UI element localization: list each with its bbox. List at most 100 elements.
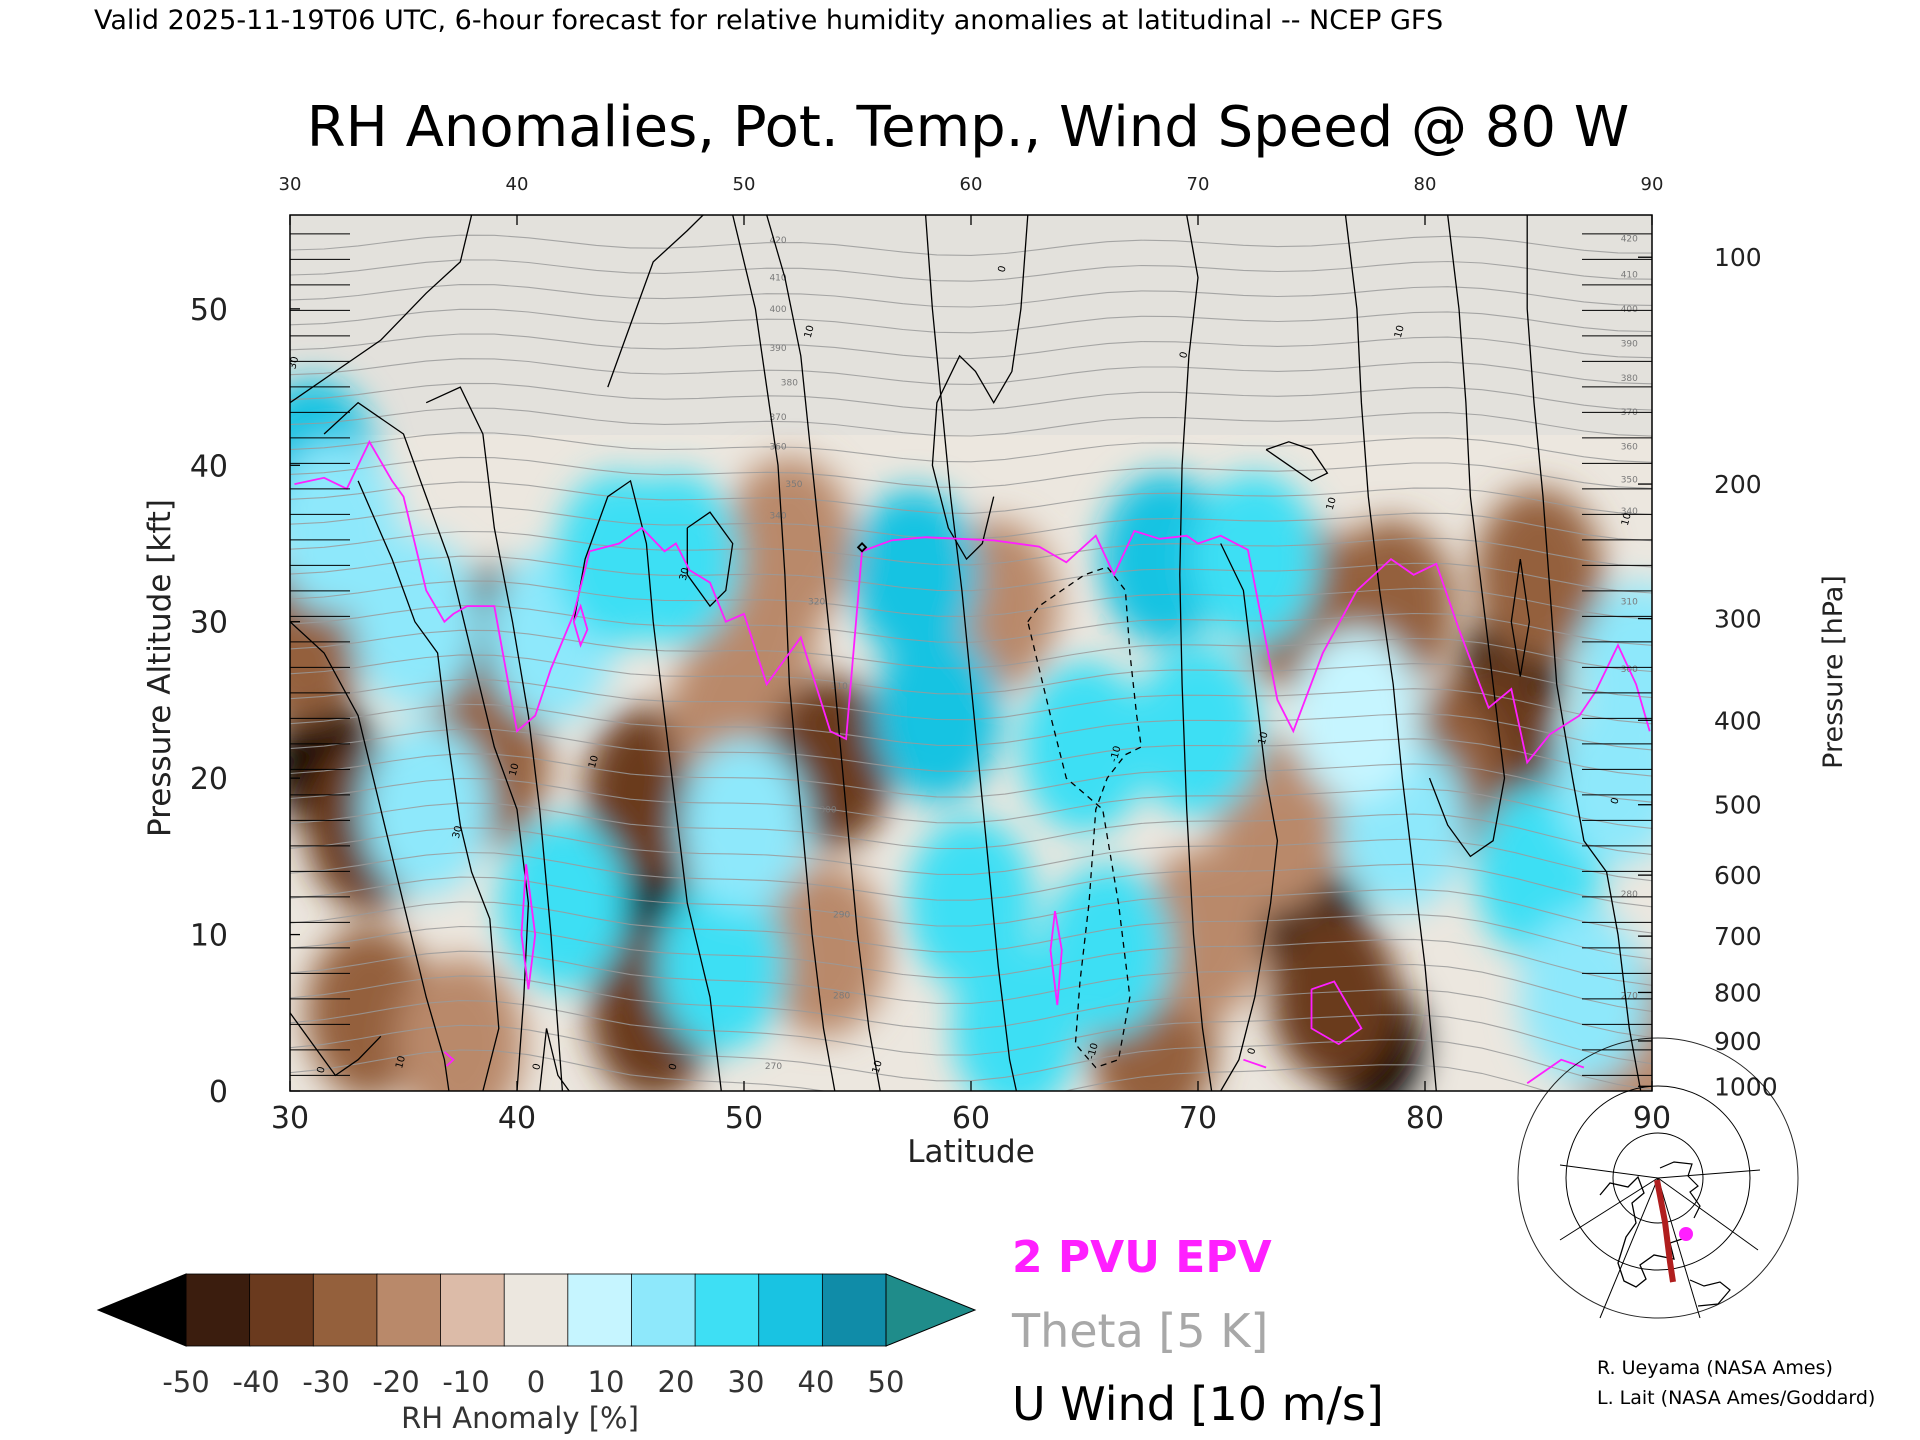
pressure-level-ticks — [290, 233, 1652, 1076]
theta-label-1: 410 — [769, 274, 786, 284]
x-tick-label: 30 — [271, 1101, 309, 1136]
rh-blob-44 — [1043, 863, 1172, 1037]
uwind-label-2: 10 — [803, 324, 817, 339]
y-tick-label-right: 700 — [1714, 922, 1762, 951]
theta-line-5 — [290, 925, 1652, 986]
theta-label-3: 390 — [769, 344, 786, 354]
transect-dot — [1679, 1227, 1693, 1241]
credit-line-1: R. Ueyama (NASA Ames) — [1597, 1357, 1833, 1379]
transect-line — [1654, 1179, 1676, 1283]
uwind-label-13: 10 — [394, 1055, 408, 1070]
y-axis-label-right: Pressure [hPa] — [1818, 575, 1849, 769]
plot-area: 4204104003903803703603503403203103002902… — [287, 215, 1652, 1091]
theta-label-20: 370 — [1621, 408, 1638, 418]
theta-label-14: 270 — [765, 1062, 782, 1072]
x-tick-label: 60 — [952, 1101, 990, 1136]
theta-line-10 — [290, 802, 1652, 856]
theta-label-0: 420 — [769, 236, 786, 246]
theta-label-19: 380 — [1621, 374, 1638, 384]
uwind-contour-10 — [931, 215, 1029, 561]
colorbar-swatch-9 — [758, 1273, 824, 1347]
theta-line-3 — [290, 975, 1652, 1039]
colorbar-swatch-5 — [503, 1273, 569, 1347]
legend-epv: 2 PVU EPV — [1012, 1232, 1272, 1283]
y-tick-label-left: 10 — [190, 919, 228, 954]
epv-small-contour-4 — [1310, 980, 1363, 1046]
legend-uwind: U Wind [10 m/s] — [1012, 1377, 1384, 1431]
y-tick-label-right: 800 — [1714, 978, 1762, 1007]
theta-line-20 — [290, 555, 1652, 594]
theta-label-23: 340 — [1621, 507, 1638, 517]
theta-label-15: 420 — [1621, 235, 1638, 245]
uwind-label-16: 0 — [667, 1062, 679, 1071]
uwind-contour-20 — [539, 1028, 570, 1091]
y-tick-label-left: 0 — [209, 1075, 228, 1110]
credit-line-2: L. Lait (NASA Ames/Goddard) — [1597, 1387, 1875, 1409]
theta-line-15 — [290, 679, 1652, 725]
uwind-contour-13 — [1526, 215, 1642, 1091]
globe-map-icon — [1517, 1037, 1799, 1319]
colorbar-tick-label: 0 — [527, 1365, 545, 1399]
y-axis-label-left: Pressure Altitude [kft] — [142, 499, 178, 837]
colorbar-tick-label: -40 — [232, 1365, 279, 1399]
colorbar-swatch-2 — [312, 1273, 378, 1347]
colorbar-swatch-6 — [567, 1273, 633, 1347]
theta-line-30 — [290, 308, 1652, 334]
y-tick-label-left: 40 — [190, 449, 228, 484]
theta-label-12: 290 — [833, 910, 850, 920]
x-tick-label-top: 70 — [1187, 174, 1210, 195]
y-tick-label-right: 100 — [1714, 243, 1762, 272]
x-tick-label-top: 40 — [506, 174, 529, 195]
colorbar-label: RH Anomaly [%] — [401, 1401, 639, 1435]
theta-line-28 — [290, 358, 1652, 385]
colorbar-swatch-8 — [694, 1273, 760, 1347]
uwind-label-4: 30 — [287, 355, 301, 370]
x-tick-label: 80 — [1406, 1101, 1444, 1136]
colorbar-tick-label: 20 — [658, 1365, 695, 1399]
uwind-label-15: 0 — [531, 1062, 543, 1071]
theta-label-18: 390 — [1621, 339, 1638, 349]
colorbar-tick-label: -20 — [372, 1365, 419, 1399]
theta-line-24 — [290, 456, 1652, 489]
x-tick-label-top: 90 — [1641, 174, 1664, 195]
y-tick-label-right: 600 — [1714, 861, 1762, 890]
theta-line-9 — [290, 827, 1652, 882]
colorbar-swatch-4 — [440, 1273, 506, 1347]
theta-label-6: 360 — [769, 443, 786, 453]
legend-theta: Theta [5 K] — [1011, 1304, 1268, 1358]
theta-label-21: 360 — [1621, 443, 1638, 453]
uwind-label-12: 30 — [451, 825, 465, 840]
x-tick-label: 50 — [725, 1101, 763, 1136]
uwind-contour-2 — [323, 401, 530, 1091]
stratosphere-band — [290, 215, 1652, 435]
theta-label-27: 270 — [1621, 992, 1638, 1002]
colorbar-swatch-1 — [249, 1273, 315, 1347]
y-tick-label-right: 400 — [1714, 706, 1762, 735]
theta-label-4: 380 — [781, 379, 798, 389]
uwind-contour-3 — [425, 386, 564, 1091]
uwind-label-19: 0 — [1246, 1047, 1258, 1056]
uwind-label-8: -10 — [1109, 745, 1124, 764]
colorbar-tick-label: 10 — [588, 1365, 625, 1399]
rh-blob-34 — [498, 816, 627, 990]
theta-line-7 — [290, 876, 1652, 934]
x-tick-label-top: 30 — [279, 174, 302, 195]
epv-small-contour-3 — [1049, 910, 1063, 1006]
uwind-label-10: 10 — [508, 762, 522, 777]
y-tick-label-right: 900 — [1714, 1027, 1762, 1056]
u-wind-contours: 0 0 10 10 30 10 10 30 -10 10 10 10 30 10 0 0 0 10 -10 0 0 — [287, 215, 1642, 1091]
theta-line-26 — [290, 407, 1652, 437]
colorbar-swatch-3 — [376, 1273, 442, 1347]
theta-line-2 — [290, 1000, 1652, 1065]
uwind-contour-5 — [607, 215, 704, 388]
uwind-label-9: 10 — [1257, 731, 1271, 746]
rh-blob-39 — [850, 488, 979, 662]
colorbar-tick-label: 50 — [868, 1365, 905, 1399]
y-tick-label-right: 1000 — [1714, 1072, 1778, 1101]
x-tick-label: 90 — [1633, 1101, 1671, 1136]
uwind-contour-12 — [1344, 215, 1437, 1091]
uwind-label-5: 10 — [1325, 496, 1339, 511]
colorbar-swatch-0 — [185, 1273, 251, 1347]
uwind-contour-11 — [1179, 215, 1213, 1091]
theta-label-24: 310 — [1621, 598, 1638, 608]
